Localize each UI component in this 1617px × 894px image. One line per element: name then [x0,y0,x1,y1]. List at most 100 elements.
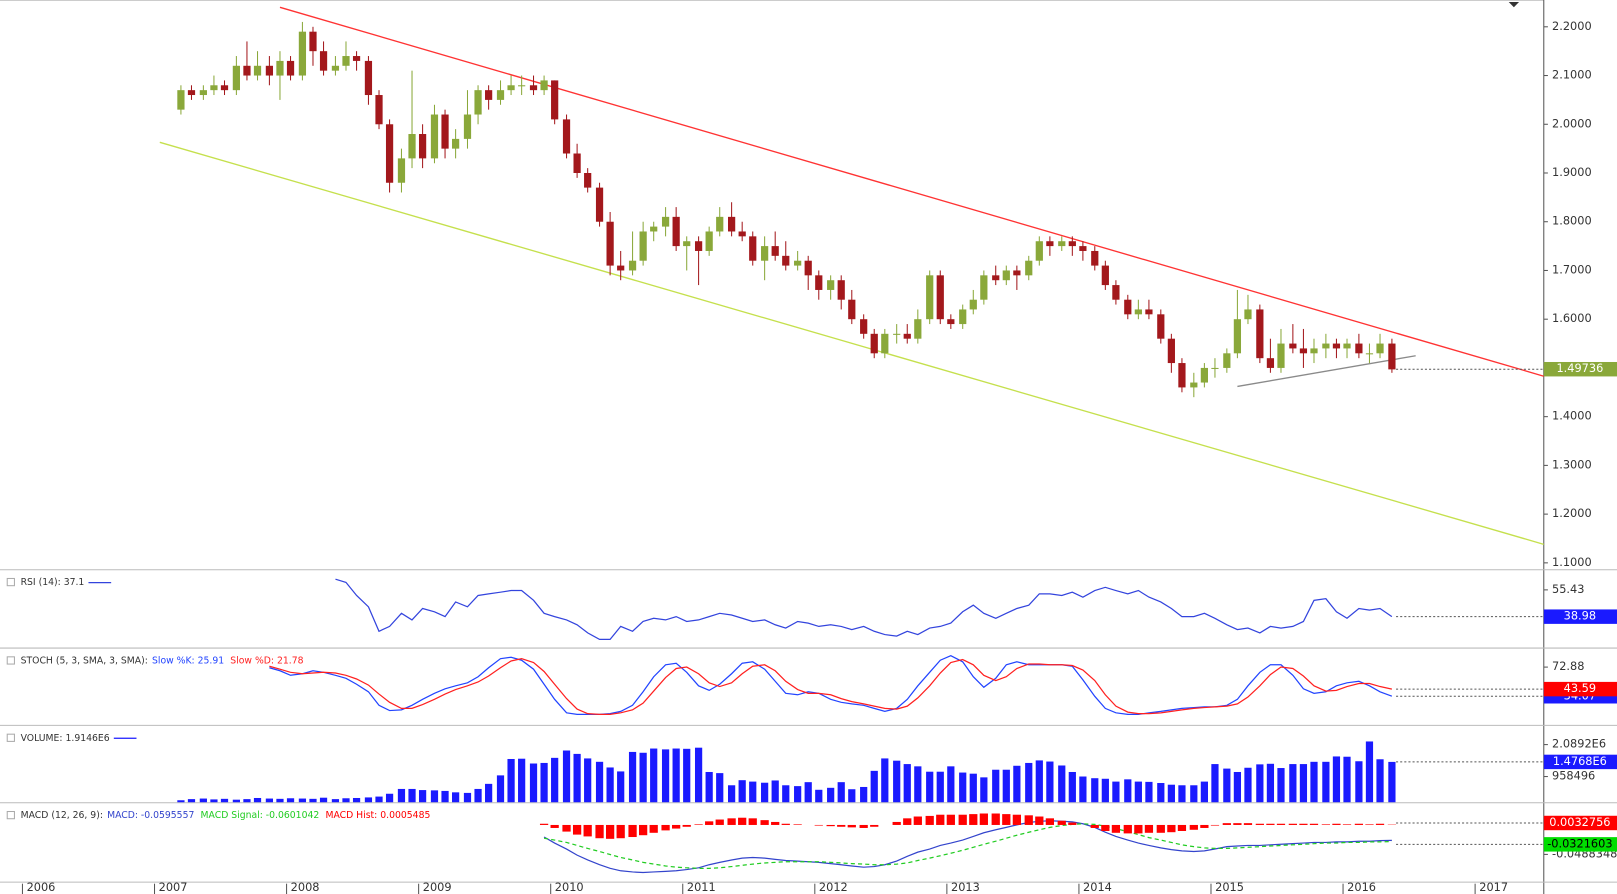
bar [1167,824,1176,833]
candle-body [1068,241,1076,247]
candle-body [815,275,823,290]
line-series [543,820,1392,874]
bar [518,758,526,803]
trendline [279,6,1544,377]
value-tag [1543,609,1617,624]
candle-body [705,231,713,251]
candle-body [1200,367,1208,383]
candle-body [286,60,295,76]
bar [1222,823,1231,825]
y-tick-label: 958496 [1552,769,1595,783]
bar [583,824,592,837]
bar [1332,823,1341,825]
candle-body [276,60,284,76]
y-tick-label: 1.9000 [1552,165,1592,179]
bar [683,748,691,803]
candle-body [1256,309,1264,359]
bar [804,782,812,803]
bar [893,760,901,803]
bar [936,771,944,803]
candle-body [1266,358,1275,368]
candle-body [959,309,967,325]
bar [243,799,251,803]
bar [1178,785,1186,803]
bar [1289,764,1297,803]
bar [1091,778,1099,803]
candle-body [451,138,460,149]
candle-body [253,65,262,76]
bar [1288,823,1297,825]
x-tick-label: 2009 [423,880,452,894]
candle-body [485,90,493,100]
bar [1190,785,1198,803]
bar [352,797,361,803]
bar [892,821,901,825]
candle-body [1388,343,1396,370]
bar [913,816,922,825]
bar [661,824,670,831]
candle-body [441,114,449,149]
bar [529,763,538,803]
candle-body [408,134,416,159]
bar [903,764,911,803]
candle-body [926,275,934,320]
bar [616,824,625,839]
bar [298,798,307,803]
bar [319,797,328,803]
candle-body [232,65,240,91]
y-tick-label: 72.88 [1552,659,1584,673]
bar [771,780,779,803]
bar [1157,783,1165,803]
candle-body [782,255,790,266]
bar [331,799,340,803]
candle-body [1058,241,1066,247]
bar [628,824,637,838]
bar [385,793,394,803]
candle-body [1124,299,1132,315]
bar [959,772,967,803]
bar [991,813,1000,825]
bar [748,818,757,825]
bar [617,771,625,803]
candle-body [716,216,724,232]
candle-body [617,265,625,271]
menu-arrow[interactable] [1508,2,1520,8]
panel-title: STOCH (5, 3, SMA, 3, SMA): [21,655,148,666]
candle-body [749,236,757,261]
candle-body [1355,343,1363,354]
bar [1111,824,1121,833]
bar [1068,771,1076,803]
candle-body [1244,309,1252,320]
bar [1200,824,1209,828]
bar [1200,781,1208,803]
line-series [543,823,1392,869]
y-tick-label: 2.2000 [1552,19,1592,33]
bar [1101,778,1109,803]
value-tag [1543,754,1617,770]
bar [485,783,493,803]
value-tag-label: 38.98 [1564,609,1596,623]
bar [1376,759,1384,803]
bar [649,824,658,833]
bar [794,786,802,803]
candle-body [463,114,472,139]
candle-body [1233,319,1242,354]
candle-body [936,275,944,320]
candle-body [1343,343,1351,349]
y-tick-label: 1.7000 [1552,262,1592,276]
candle-body [1289,343,1297,349]
bar [1342,824,1352,825]
candle-body [595,187,604,222]
bar [1177,824,1187,831]
candle-body [860,319,868,334]
bar [1144,824,1154,833]
bar [815,789,823,803]
legend-label: MACD: -0.0595557 [107,810,194,821]
y-tick-label: 2.0000 [1552,116,1592,130]
bar [1167,784,1175,803]
bar [507,758,515,803]
bar [903,818,912,825]
bar [539,823,549,825]
